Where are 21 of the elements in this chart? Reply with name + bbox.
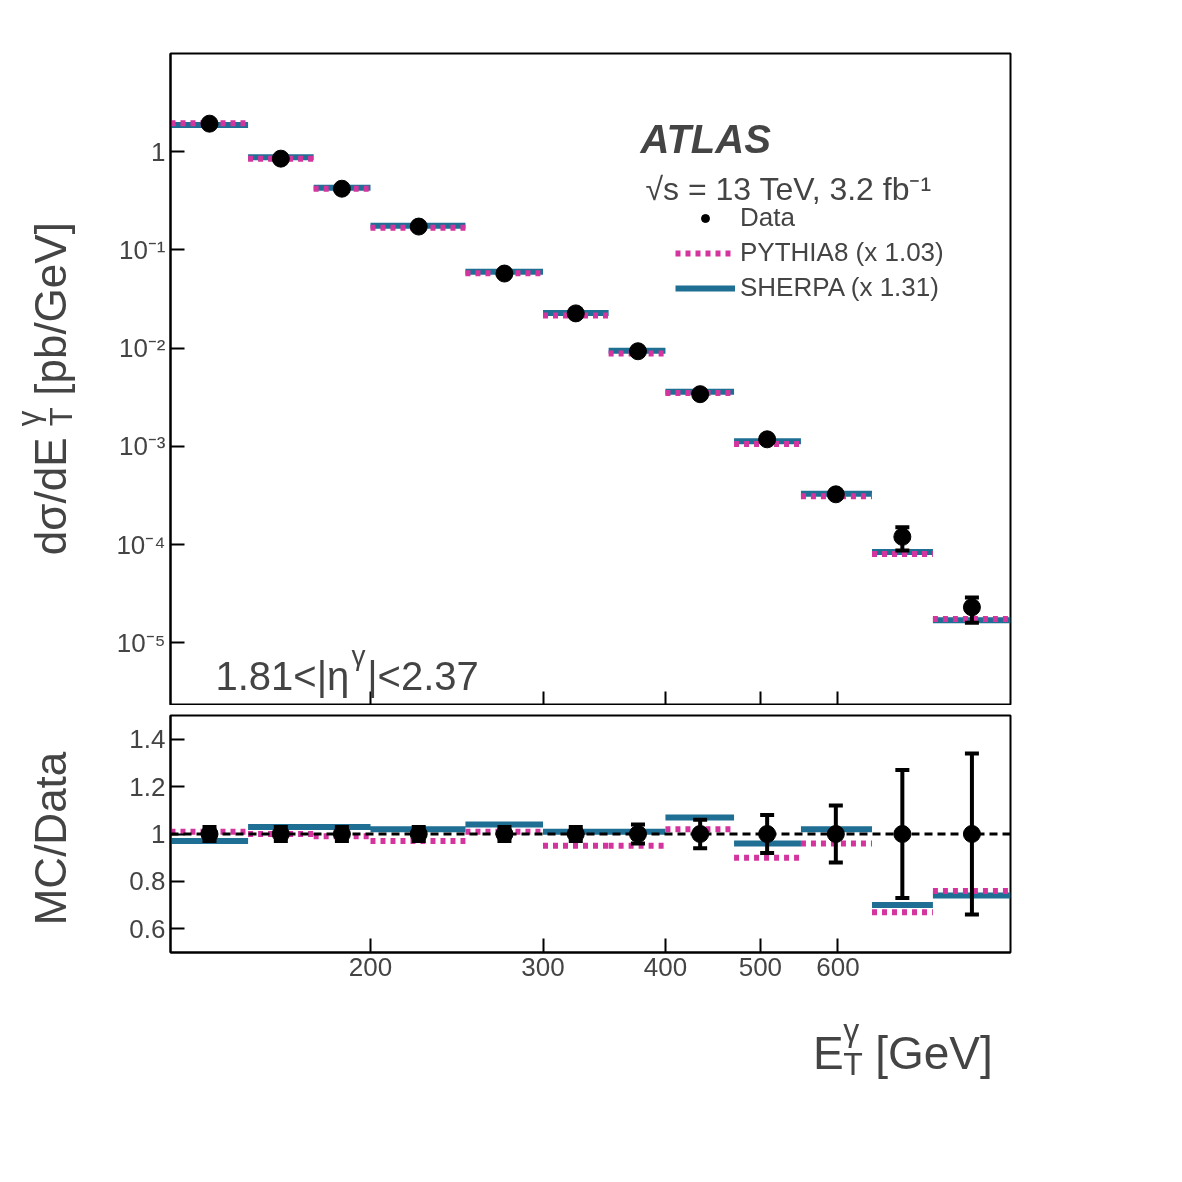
x-tick-label: 400 [643,951,688,982]
y-tick-label: 10⁻¹ [118,234,166,265]
x-tick-label: 600 [816,951,860,982]
annotation: ATLAS [639,116,772,161]
y-tick-label: 1.2 [129,771,166,802]
x-tick-label: 300 [521,951,565,982]
y-tick-label: 0.8 [129,866,166,897]
y-tick-label: 10⁻² [118,333,166,364]
y-tick-label: 1.4 [129,724,166,755]
x-tick-label: 200 [348,951,393,982]
y-axis-title: dσ/dETγ [pb/GeV] [10,222,79,556]
legend-label: PYTHIA8 (x 1.03) [740,237,944,268]
y-tick-label: 1 [151,819,166,849]
y-tick-label: 10⁻⁴ [116,529,166,560]
y-axis-title: MC/Data [25,751,75,926]
x-tick-label: 500 [738,951,783,982]
y-tick-label: 10⁻⁵ [116,627,166,658]
legend-label: SHERPA (x 1.31) [740,272,939,303]
y-tick-label: 0.6 [129,913,166,944]
y-tick-label: 1 [151,136,166,167]
y-tick-label: 10⁻³ [118,431,166,462]
